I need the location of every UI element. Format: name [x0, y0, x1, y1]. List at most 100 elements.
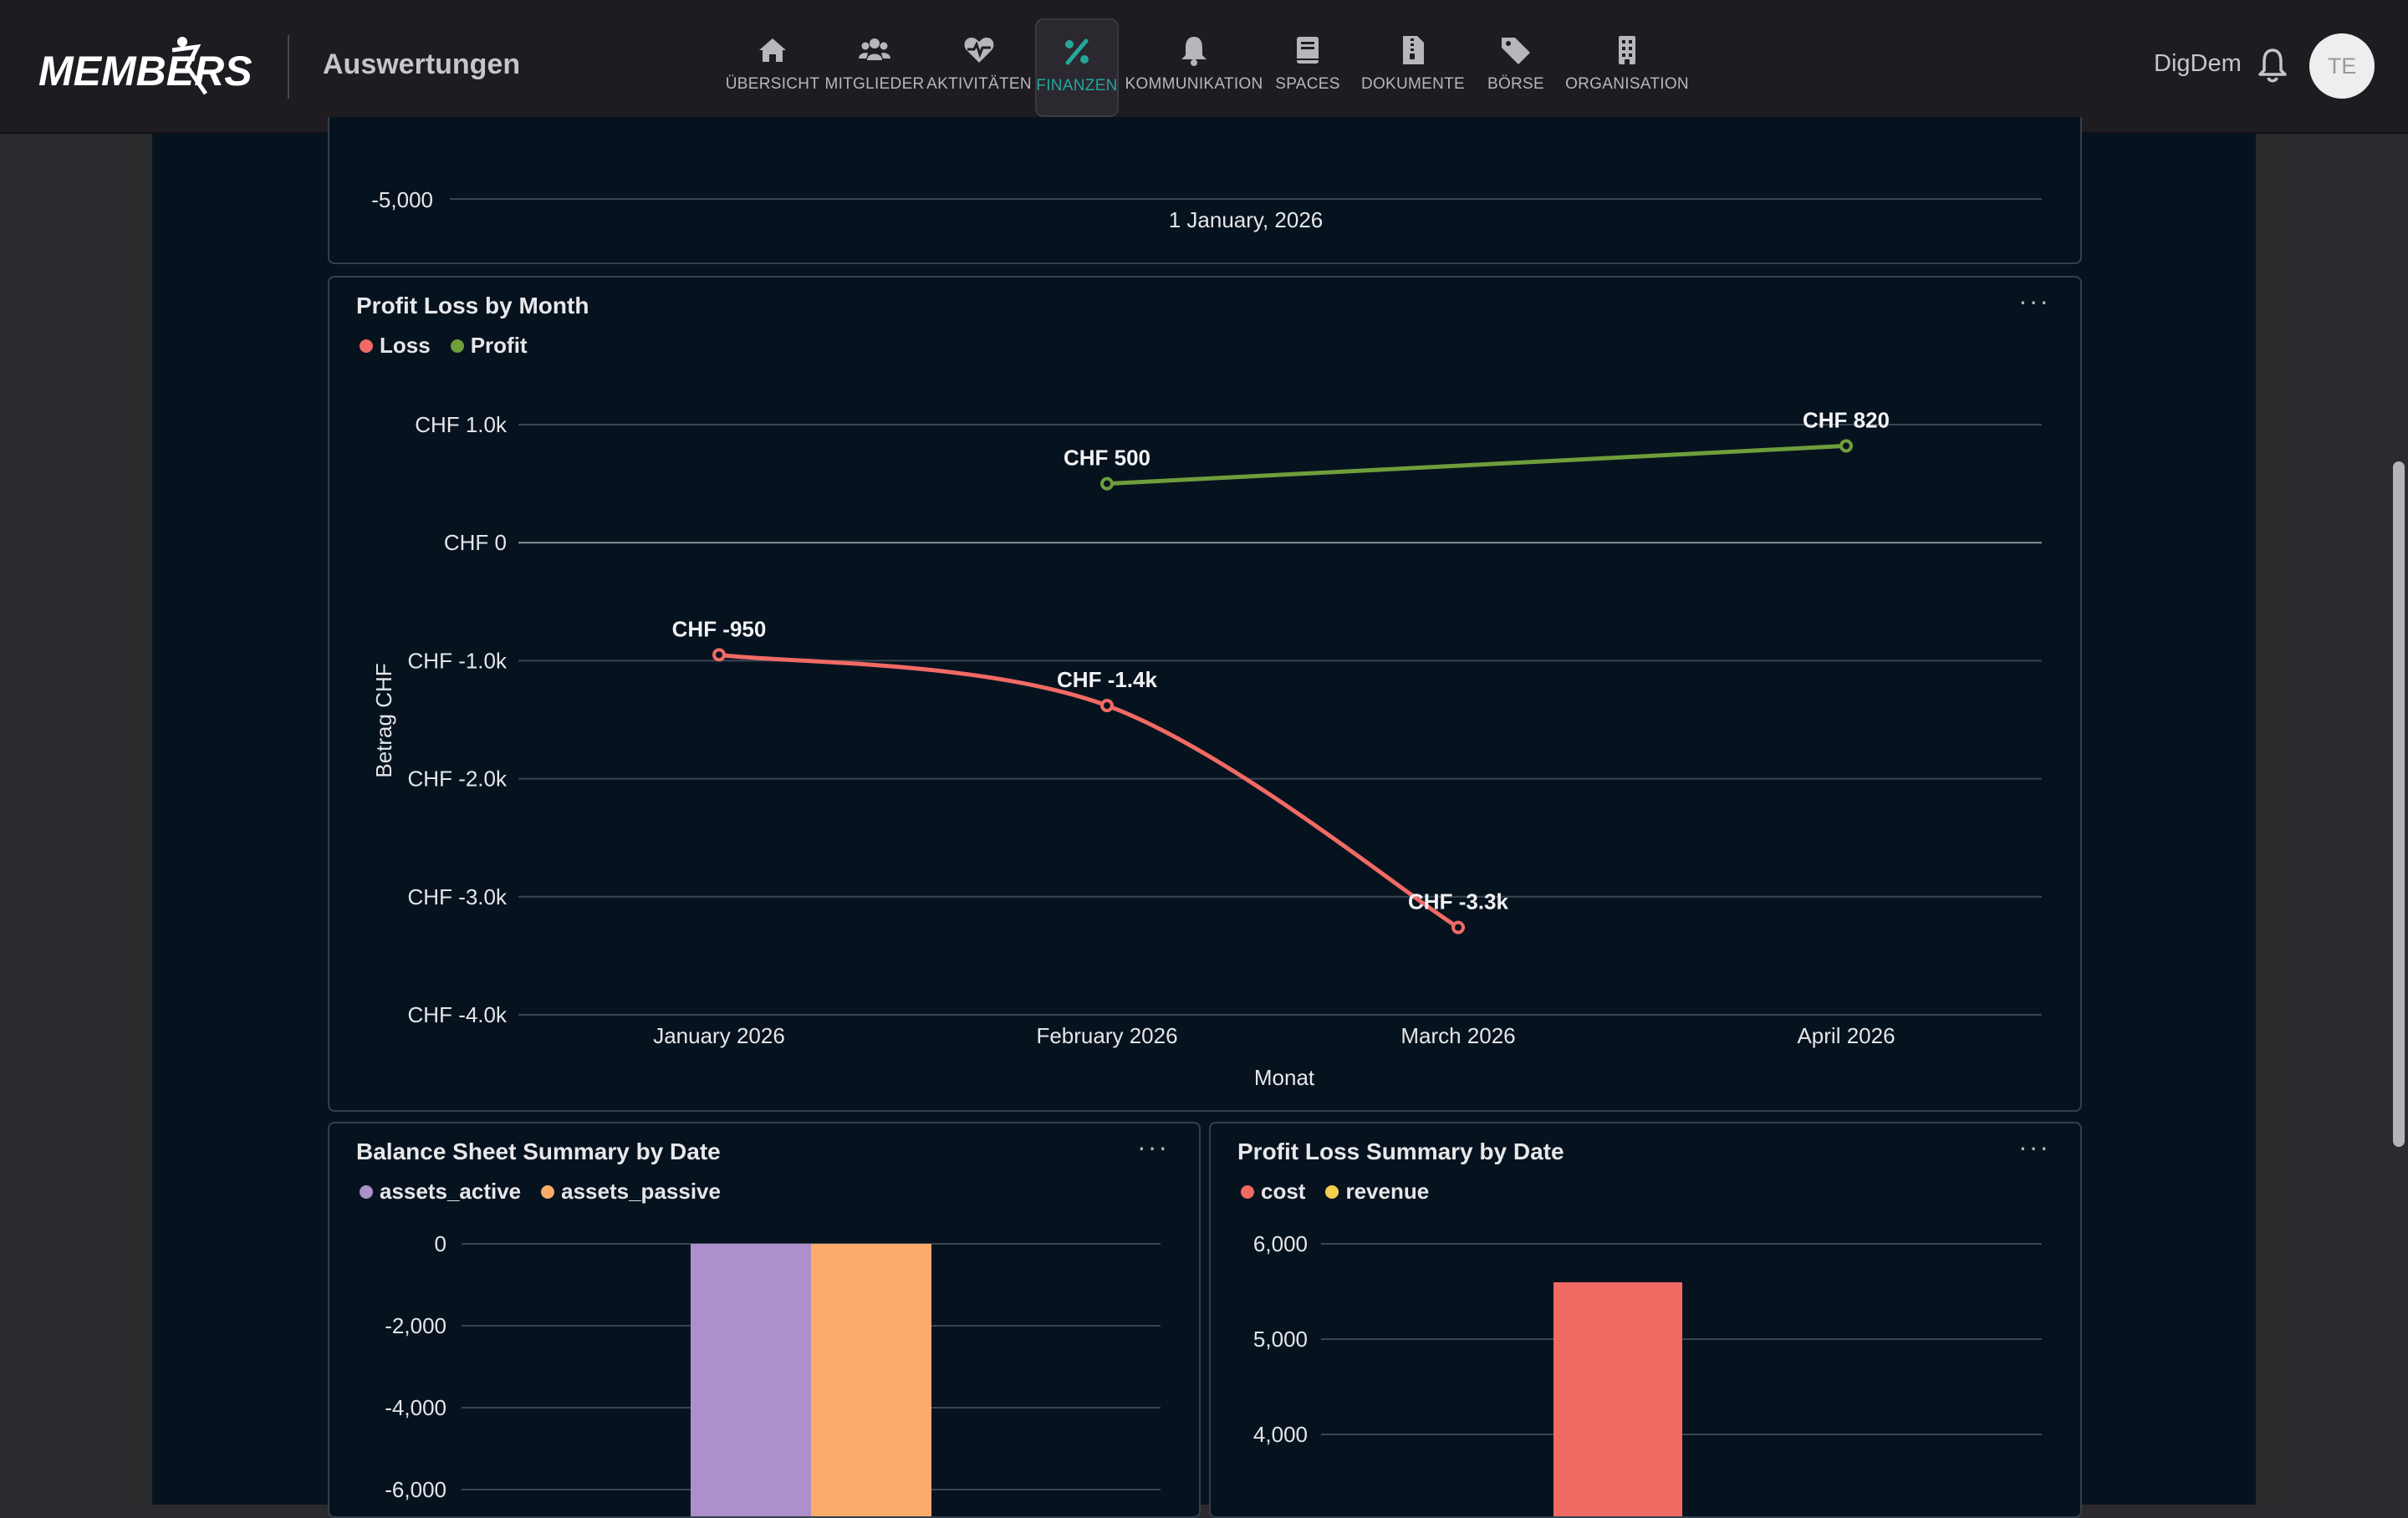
data-point-loss[interactable] — [1451, 920, 1465, 935]
y-tick-label: CHF -2.0k — [408, 767, 508, 792]
nav-item-dokumente[interactable]: DOKUMENTE — [1360, 18, 1467, 114]
tags-icon — [1502, 38, 1530, 64]
profit-loss-summary-bar-chart: 6,000 5,000 4,000 — [1253, 1231, 2042, 1516]
legend-label: Loss — [380, 333, 431, 358]
data-label: CHF -1.4k — [1057, 667, 1157, 692]
profit-loss-summary-panel: Profit Loss Summary by Date ··· cost rev… — [1209, 1122, 2082, 1518]
nav-label: KOMMUNIKATION — [1125, 75, 1263, 93]
nav-item-kommunikation[interactable]: KOMMUNIKATION — [1125, 18, 1263, 114]
legend-label: cost — [1261, 1179, 1306, 1204]
x-tick-label: January 2026 — [653, 1023, 785, 1048]
data-point-profit[interactable] — [1100, 476, 1114, 491]
user-name[interactable]: DigDem — [2154, 50, 2242, 77]
avatar[interactable]: TE — [2309, 33, 2375, 99]
legend-item-cost[interactable]: cost — [1241, 1179, 1305, 1205]
book-icon — [1297, 37, 1319, 64]
section-title: Auswertungen — [323, 48, 521, 80]
bar-cost[interactable] — [1553, 1282, 1682, 1516]
chart-legend: assets_active assets_passive — [360, 1179, 721, 1205]
nav-label: SPACES — [1275, 75, 1340, 93]
partial-chart-panel: -5,000 1 January, 2026 — [328, 117, 2082, 264]
legend-swatch — [541, 1184, 555, 1199]
legend-label: assets_passive — [561, 1179, 721, 1204]
y-tick-label: CHF 0 — [444, 530, 507, 555]
panel-title: Profit Loss Summary by Date — [1237, 1138, 1564, 1164]
heart-pulse-icon — [964, 38, 994, 63]
bar-assets-active[interactable] — [691, 1244, 811, 1516]
chart-legend: cost revenue — [1241, 1179, 1429, 1205]
users-icon — [859, 38, 890, 60]
members-logo[interactable]: MEMBERS — [38, 33, 256, 100]
data-point-loss[interactable] — [1100, 699, 1114, 713]
data-label: CHF 500 — [1064, 446, 1150, 471]
data-label: CHF -950 — [672, 616, 767, 641]
y-tick-label: CHF -1.0k — [408, 648, 508, 673]
legend-label: assets_active — [380, 1179, 522, 1204]
x-tick-label: April 2026 — [1797, 1023, 1895, 1048]
nav-item-uebersicht[interactable]: ÜBERSICHT — [726, 18, 819, 114]
legend-swatch — [360, 1184, 373, 1199]
legend-swatch — [360, 339, 373, 353]
balance-sheet-summary-panel: Balance Sheet Summary by Date ··· assets… — [328, 1122, 1201, 1518]
nav-item-organisation[interactable]: ORGANISATION — [1565, 18, 1689, 114]
y-tick-label: CHF -4.0k — [408, 1002, 508, 1027]
bar-assets-passive[interactable] — [811, 1244, 931, 1516]
partial-chart: -5,000 1 January, 2026 — [371, 187, 2042, 232]
legend-swatch — [450, 339, 464, 353]
series-line-profit — [1106, 443, 1847, 486]
scrollbar-thumb[interactable] — [2393, 461, 2405, 1147]
legend-item-assets-passive[interactable]: assets_passive — [541, 1179, 721, 1205]
data-point-profit[interactable] — [1839, 439, 1853, 453]
file-zip-icon — [1403, 36, 1424, 64]
y-tick-label: -4,000 — [385, 1395, 446, 1420]
y-tick-label: 6,000 — [1253, 1231, 1308, 1256]
chart-legend: Loss Profit — [360, 333, 528, 359]
panel-title: Balance Sheet Summary by Date — [356, 1138, 721, 1164]
balance-sheet-bar-chart: 0 -2,000 -4,000 -6,000 — [385, 1231, 1161, 1516]
x-tick-label: 1 January, 2026 — [1169, 207, 1324, 232]
y-tick-label: 5,000 — [1253, 1327, 1308, 1352]
notification-bell-icon[interactable] — [2254, 45, 2291, 85]
home-icon — [759, 38, 786, 62]
legend-item-assets-active[interactable]: assets_active — [360, 1179, 521, 1205]
nav-label: ÜBERSICHT — [725, 75, 820, 93]
nav-item-finanzen[interactable]: FINANZEN — [1035, 18, 1119, 117]
nav-label: AKTIVITÄTEN — [926, 75, 1032, 93]
nav-item-boerse[interactable]: BÖRSE — [1487, 18, 1545, 114]
nav-item-aktivitaeten[interactable]: AKTIVITÄTEN — [925, 18, 1033, 114]
header-divider — [288, 35, 289, 99]
y-tick-label: CHF -3.0k — [408, 884, 508, 909]
data-label: CHF -3.3k — [1408, 889, 1508, 914]
profit-loss-line-chart: CHF 1.0k CHF 0 CHF -1.0k CHF -2.0k CHF -3.0k… — [371, 407, 2042, 1090]
x-axis-title: Monat — [1254, 1065, 1315, 1090]
legend-swatch — [1241, 1184, 1254, 1199]
data-label: CHF 820 — [1803, 407, 1890, 432]
nav-item-spaces[interactable]: SPACES — [1273, 18, 1343, 114]
legend-item-loss[interactable]: Loss — [360, 333, 431, 359]
nav-label: BÖRSE — [1487, 75, 1545, 93]
panel-title: Profit Loss by Month — [356, 293, 589, 318]
x-tick-label: February 2026 — [1036, 1023, 1177, 1048]
y-tick-label: 0 — [435, 1231, 446, 1256]
percent-icon — [1065, 38, 1089, 65]
nav-label: FINANZEN — [1036, 77, 1118, 94]
profit-loss-by-month-panel: Profit Loss by Month ··· Loss Profit CHF… — [328, 276, 2082, 1112]
legend-item-profit[interactable]: Profit — [450, 333, 528, 359]
y-tick-label: CHF 1.0k — [415, 412, 508, 437]
nav-item-mitglieder[interactable]: MITGLIEDER — [824, 18, 925, 114]
legend-swatch — [1325, 1184, 1339, 1199]
y-tick-label: -6,000 — [385, 1477, 446, 1502]
y-tick-label: -5,000 — [371, 187, 433, 212]
series-line-loss — [718, 652, 1460, 930]
legend-label: revenue — [1345, 1179, 1430, 1204]
legend-item-revenue[interactable]: revenue — [1325, 1179, 1429, 1205]
y-tick-label: 4,000 — [1253, 1422, 1308, 1447]
y-tick-label: -2,000 — [385, 1313, 446, 1338]
legend-label: Profit — [470, 333, 528, 358]
data-point-loss[interactable] — [712, 648, 726, 662]
nav-label: DOKUMENTE — [1360, 75, 1466, 93]
building-icon — [1619, 36, 1635, 64]
top-bar: MEMBERS Auswertungen ÜBERSICHT MITGLIEDE… — [0, 0, 2408, 134]
nav-label: MITGLIEDER — [824, 75, 925, 93]
logo-text: MEMBERS — [38, 48, 253, 94]
